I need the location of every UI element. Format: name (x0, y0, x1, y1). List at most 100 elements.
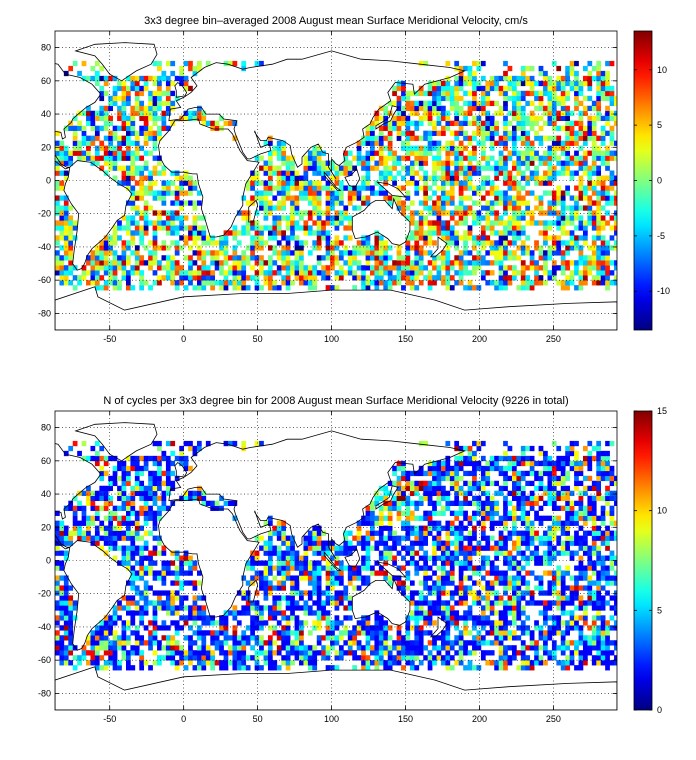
data-bin (223, 285, 229, 291)
data-bin (294, 600, 300, 606)
data-bin (396, 160, 402, 166)
data-bin (77, 660, 82, 666)
data-bin (263, 640, 269, 646)
data-bin (401, 545, 406, 551)
data-bin (334, 580, 340, 586)
data-bin (192, 610, 198, 616)
data-bin (600, 175, 606, 181)
data-bin (108, 455, 113, 462)
data-bin (365, 280, 371, 286)
data-bin (409, 655, 415, 661)
data-bin (396, 630, 402, 636)
data-bin (165, 565, 171, 571)
data-bin (103, 625, 109, 631)
data-bin (174, 660, 180, 666)
data-bin (472, 285, 477, 291)
data-bin (560, 85, 566, 92)
data-bin (361, 540, 366, 546)
data-bin (511, 160, 517, 166)
data-bin (254, 635, 260, 641)
data-bin (503, 255, 508, 261)
data-bin (343, 590, 349, 596)
data-bin (90, 125, 96, 131)
data-bin (263, 550, 269, 556)
data-bin (609, 130, 615, 136)
data-bin (188, 110, 193, 117)
data-bin (551, 260, 557, 266)
data-bin (228, 270, 233, 276)
data-bin (201, 605, 207, 611)
data-bin (63, 555, 69, 561)
data-bin (263, 650, 269, 656)
data-bin (458, 80, 464, 87)
data-bin (405, 130, 411, 136)
data-bin (401, 470, 406, 477)
data-bin (480, 245, 486, 251)
data-bin (63, 245, 69, 251)
data-bin (467, 135, 473, 141)
chart-title: N of cycles per 3x3 degree bin for 2008 … (103, 395, 568, 407)
data-bin (112, 480, 118, 487)
data-bin (232, 655, 238, 661)
data-bin (538, 195, 544, 201)
data-bin (361, 270, 366, 276)
data-bin (139, 650, 145, 656)
data-bin (334, 240, 340, 246)
data-bin (196, 610, 202, 616)
data-bin (600, 280, 606, 286)
data-bin (294, 225, 300, 231)
data-bin (299, 575, 304, 581)
data-bin (103, 135, 109, 141)
data-bin (125, 475, 131, 482)
data-bin (174, 650, 180, 656)
data-bin (405, 260, 411, 266)
data-bin (538, 65, 544, 72)
data-bin (299, 645, 304, 651)
data-bin (520, 170, 526, 176)
data-bin (396, 115, 402, 121)
data-bin (476, 190, 482, 196)
data-bin (86, 485, 91, 492)
data-bin (480, 180, 486, 186)
data-bin (90, 115, 96, 121)
data-bin (387, 665, 393, 671)
data-bin (569, 205, 575, 211)
data-bin (307, 595, 313, 601)
data-bin (139, 555, 145, 561)
data-bin (441, 125, 446, 131)
data-bin (272, 660, 278, 666)
data-bin (414, 100, 420, 107)
data-bin (196, 275, 202, 281)
data-bin (157, 105, 162, 112)
coastline (351, 197, 411, 246)
data-bin (130, 265, 136, 271)
data-bin (427, 235, 433, 241)
data-bin (498, 160, 504, 166)
data-bin (454, 210, 460, 216)
data-bin (525, 135, 531, 141)
data-bin (347, 255, 353, 261)
data-bin (94, 285, 100, 291)
data-bin (112, 605, 118, 611)
data-bin (321, 185, 326, 191)
data-bin (303, 605, 309, 611)
data-bin (467, 155, 473, 161)
data-bin (334, 625, 340, 631)
data-bin (560, 160, 566, 166)
data-bin (441, 610, 446, 616)
data-bin (387, 245, 393, 251)
data-bin (174, 580, 180, 586)
data-bin (59, 610, 65, 616)
data-bin (485, 180, 491, 186)
data-bin (503, 130, 508, 136)
data-bin (134, 480, 140, 487)
data-bin (121, 120, 127, 126)
data-bin (267, 150, 273, 156)
data-bin (179, 580, 184, 586)
data-bin (205, 620, 211, 626)
data-bin (587, 85, 593, 92)
data-bin (565, 165, 570, 171)
data-bin (272, 565, 278, 571)
data-bin (157, 470, 162, 477)
data-bin (223, 250, 229, 256)
